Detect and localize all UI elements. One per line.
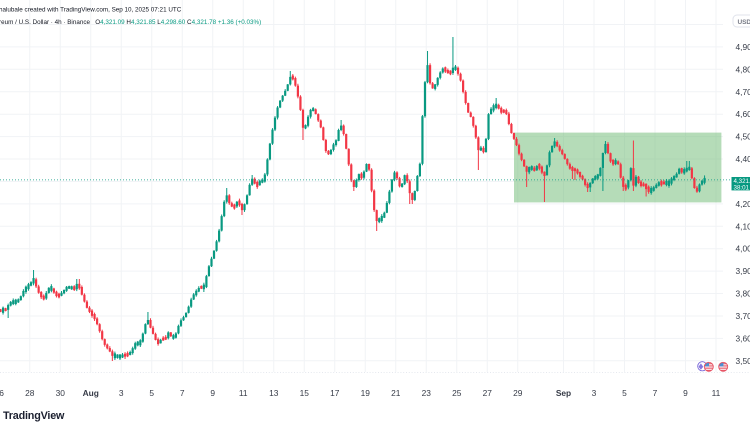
svg-text:reum / U.S. Dollar · 4h · Bina: reum / U.S. Dollar · 4h · Binance O4,321… bbox=[0, 19, 261, 26]
svg-text:11: 11 bbox=[712, 388, 721, 398]
svg-text:4,600: 4,600 bbox=[736, 109, 750, 119]
svg-text:4,200: 4,200 bbox=[736, 199, 750, 209]
svg-text:26: 26 bbox=[0, 388, 4, 398]
svg-text:11: 11 bbox=[239, 388, 248, 398]
svg-text:3,500: 3,500 bbox=[736, 356, 750, 366]
svg-text:27: 27 bbox=[483, 388, 493, 398]
svg-text:17: 17 bbox=[330, 388, 340, 398]
svg-text:4,100: 4,100 bbox=[736, 221, 750, 231]
svg-text:4,400: 4,400 bbox=[736, 154, 750, 164]
svg-text:7: 7 bbox=[180, 388, 185, 398]
svg-text:5: 5 bbox=[149, 388, 154, 398]
svg-text:3,900: 3,900 bbox=[736, 266, 750, 276]
svg-text:9: 9 bbox=[210, 388, 215, 398]
svg-text:3: 3 bbox=[592, 388, 597, 398]
svg-text:Sep: Sep bbox=[556, 388, 571, 398]
svg-text:3,800: 3,800 bbox=[736, 289, 750, 299]
svg-text:3: 3 bbox=[119, 388, 124, 398]
svg-text:30: 30 bbox=[56, 388, 66, 398]
svg-text:5: 5 bbox=[622, 388, 627, 398]
svg-text:9: 9 bbox=[683, 388, 688, 398]
svg-text:4,000: 4,000 bbox=[736, 244, 750, 254]
svg-text:4,800: 4,800 bbox=[736, 64, 750, 74]
svg-text:3,700: 3,700 bbox=[736, 311, 750, 321]
svg-text:21: 21 bbox=[391, 388, 401, 398]
svg-text:25: 25 bbox=[452, 388, 462, 398]
svg-text:4,900: 4,900 bbox=[736, 42, 750, 52]
svg-text:29: 29 bbox=[513, 388, 523, 398]
svg-text:13: 13 bbox=[269, 388, 279, 398]
svg-text:19: 19 bbox=[361, 388, 371, 398]
svg-text:23: 23 bbox=[422, 388, 432, 398]
svg-text:38:01: 38:01 bbox=[734, 184, 750, 191]
svg-text:4,700: 4,700 bbox=[736, 87, 750, 97]
svg-text:TradingView: TradingView bbox=[3, 410, 65, 422]
svg-text:USD: USD bbox=[738, 19, 750, 26]
svg-text:7: 7 bbox=[653, 388, 658, 398]
svg-text:4,321.7: 4,321.7 bbox=[734, 178, 750, 185]
svg-text:Aug: Aug bbox=[83, 388, 99, 398]
svg-text:4,500: 4,500 bbox=[736, 132, 750, 142]
svg-text:halubale created with TradingV: halubale created with TradingView.com, S… bbox=[0, 7, 182, 14]
svg-text:3,600: 3,600 bbox=[736, 333, 750, 343]
svg-text:15: 15 bbox=[300, 388, 310, 398]
svg-text:28: 28 bbox=[25, 388, 35, 398]
